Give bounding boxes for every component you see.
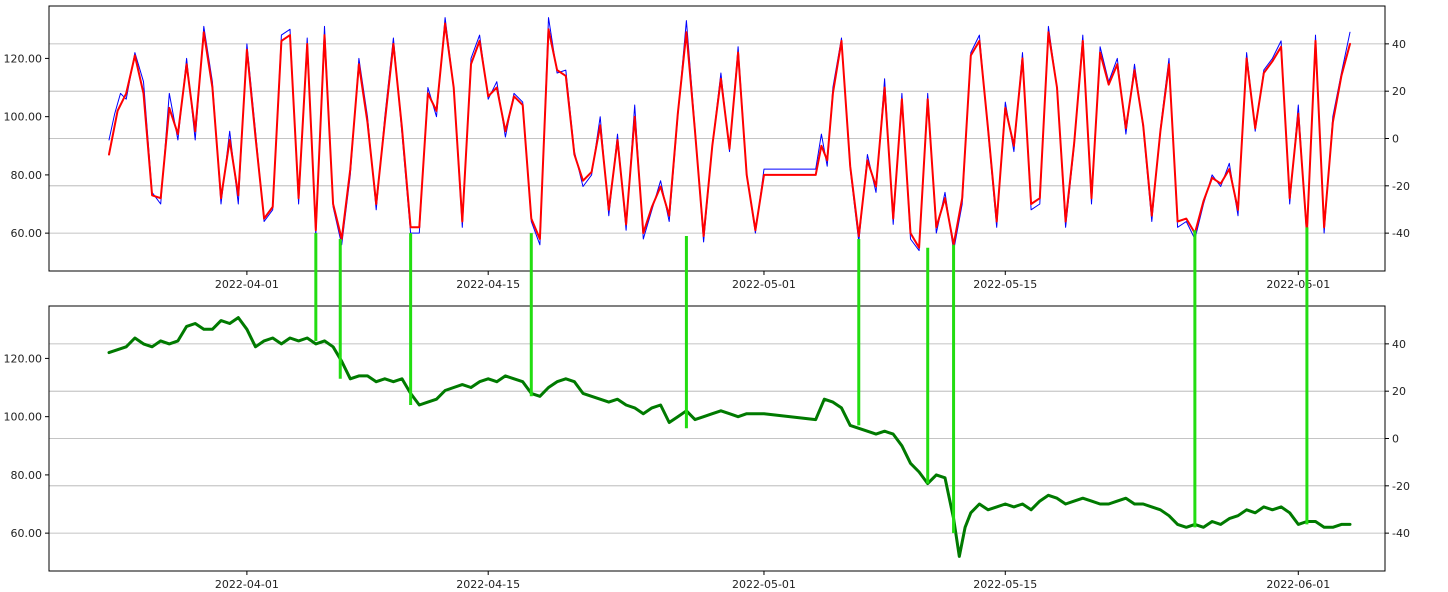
upper-left-tick-label-3: 120.00 [4, 52, 43, 65]
upper-right-tick-label-2: 0 [1392, 133, 1399, 146]
lower-right-tick-label-0: -40 [1392, 527, 1410, 540]
upper-right-tick-label-3: 20 [1392, 85, 1406, 98]
lower-x-tick-label-4: 2022-06-01 [1266, 578, 1330, 591]
lower-price-panel: 60.00 80.00 100.00 120.00 -40 -20 0 20 40 2022-04… [4, 305, 1410, 591]
lower-right-tick-label-2: 0 [1392, 433, 1399, 446]
upper-x-tick-label-2: 2022-05-01 [732, 278, 796, 291]
upper-x-tick-label-4: 2022-06-01 [1266, 278, 1330, 291]
upper-right-tick-label-0: -40 [1392, 227, 1410, 240]
lower-x-tick-label-0: 2022-04-01 [215, 578, 279, 591]
upper-oscillator-panel: 60.00 80.00 100.00 120.00 -40 -20 0 20 40 2022-04… [4, 5, 1410, 291]
upper-left-tick-label-1: 80.00 [11, 169, 43, 182]
lower-right-tick-label-4: 40 [1392, 338, 1406, 351]
lower-series-line-0 [107, 316, 1352, 558]
signal-markers [314, 227, 1309, 534]
lower-x-tick-label-1: 2022-04-15 [456, 578, 520, 591]
lower-left-tick-label-0: 60.00 [11, 527, 43, 540]
lower-right-tick-label-3: 20 [1392, 385, 1406, 398]
lower-left-tick-label-3: 120.00 [4, 352, 43, 365]
upper-x-tick-label-1: 2022-04-15 [456, 278, 520, 291]
lower-x-tick-label-2: 2022-05-01 [732, 578, 796, 591]
upper-x-tick-label-0: 2022-04-01 [215, 278, 279, 291]
upper-x-tick-label-3: 2022-05-15 [973, 278, 1037, 291]
upper-left-tick-label-0: 60.00 [11, 227, 43, 240]
lower-right-tick-label-1: -20 [1392, 480, 1410, 493]
upper-left-tick-label-2: 100.00 [4, 111, 43, 124]
lower-left-tick-label-2: 100.00 [4, 411, 43, 424]
upper-right-tick-label-1: -20 [1392, 180, 1410, 193]
lower-left-tick-label-1: 80.00 [11, 469, 43, 482]
upper-series-line-1 [108, 22, 1351, 249]
upper-right-tick-label-4: 40 [1392, 38, 1406, 51]
lower-x-tick-label-3: 2022-05-15 [973, 578, 1037, 591]
